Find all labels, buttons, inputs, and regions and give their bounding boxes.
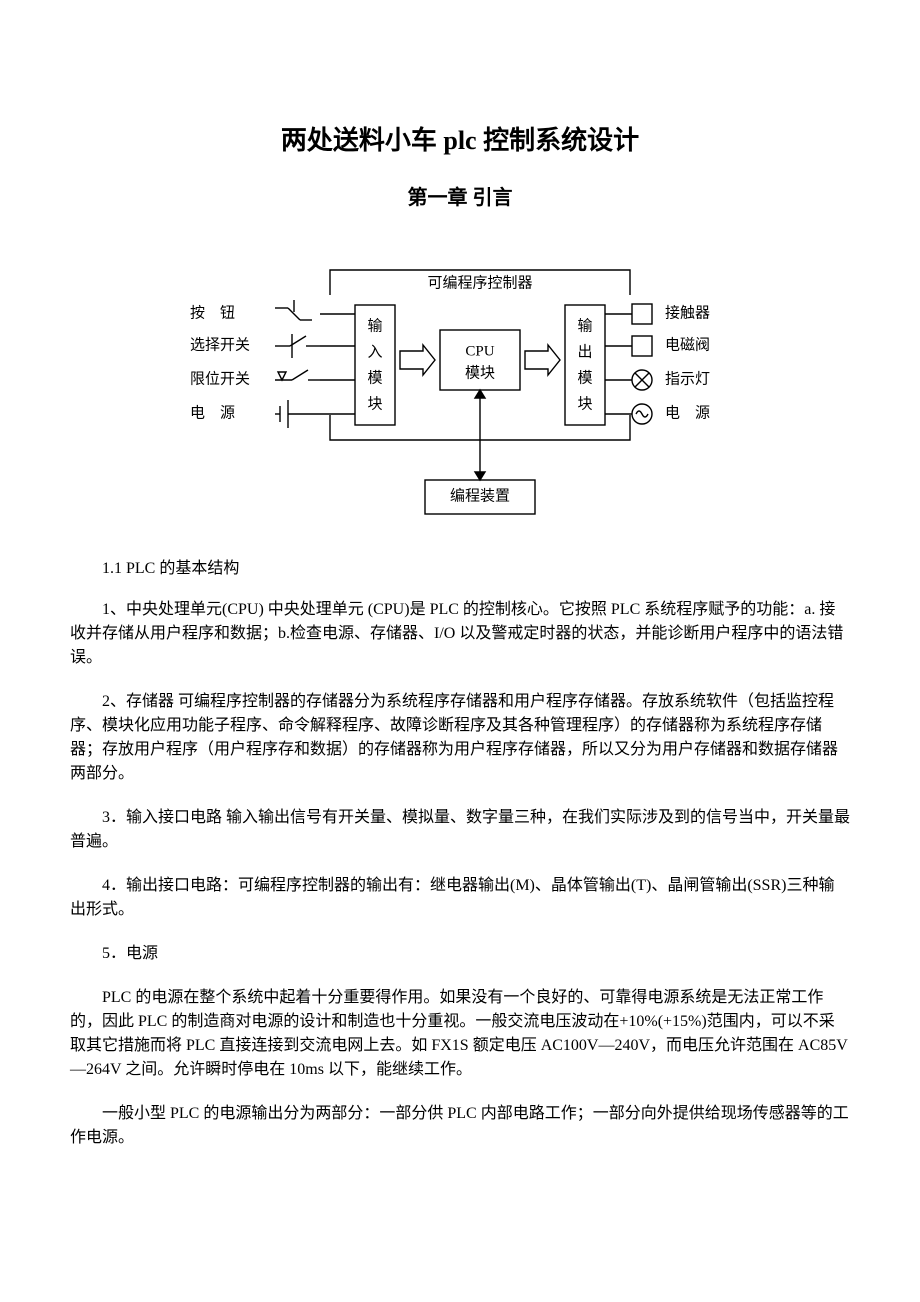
paragraph-7: 一般小型 PLC 的电源输出分为两部分：一部分供 PLC 内部电路工作；一部分向… [70, 1102, 850, 1150]
svg-text:电磁阀: 电磁阀 [665, 336, 710, 353]
svg-text:块: 块 [577, 395, 592, 412]
svg-text:电 源: 电 源 [190, 404, 235, 421]
paragraph-6: PLC 的电源在整个系统中起着十分重要得作用。如果没有一个良好的、可靠得电源系统… [70, 986, 850, 1082]
paragraph-1: 1、中央处理单元(CPU) 中央处理单元 (CPU)是 PLC 的控制核心。它按… [70, 598, 850, 670]
section-heading-1-1: 1.1 PLC 的基本结构 [70, 554, 850, 578]
svg-text:接触器: 接触器 [665, 304, 710, 321]
svg-text:模块: 模块 [465, 364, 495, 381]
paragraph-4: 4．输出接口电路：可编程序控制器的输出有：继电器输出(M)、晶体管输出(T)、晶… [70, 874, 850, 922]
svg-text:指示灯: 指示灯 [665, 370, 710, 387]
svg-text:入: 入 [367, 344, 382, 360]
svg-text:按 钮: 按 钮 [190, 304, 235, 321]
page-title: 两处送料小车 plc 控制系统设计 [70, 120, 850, 157]
svg-text:模: 模 [367, 369, 382, 386]
svg-text:块: 块 [367, 395, 382, 412]
paragraph-5: 5．电源 [70, 942, 850, 966]
svg-text:编程装置: 编程装置 [450, 487, 510, 504]
svg-text:选择开关: 选择开关 [190, 336, 250, 353]
paragraph-3: 3．输入接口电路 输入输出信号有开关量、模拟量、数字量三种，在我们实际涉及到的信… [70, 806, 850, 854]
svg-text:可编程序控制器: 可编程序控制器 [427, 274, 532, 291]
svg-text:模: 模 [577, 369, 592, 386]
svg-text:限位开关: 限位开关 [190, 370, 250, 387]
svg-text:输: 输 [577, 317, 592, 334]
plc-diagram-svg: 可编程序控制器输入模块CPU模块输出模块编程装置按 钮选择开关限位开关电 源接触… [180, 250, 740, 530]
plc-diagram: 可编程序控制器输入模块CPU模块输出模块编程装置按 钮选择开关限位开关电 源接触… [70, 250, 850, 530]
svg-text:出: 出 [577, 343, 592, 360]
svg-text:CPU: CPU [465, 343, 494, 359]
svg-text:输: 输 [367, 317, 382, 334]
paragraph-2: 2、存储器 可编程序控制器的存储器分为系统程序存储器和用户程序存储器。存放系统软… [70, 690, 850, 786]
svg-text:电 源: 电 源 [665, 404, 710, 421]
chapter-heading: 第一章 引言 [70, 181, 850, 210]
